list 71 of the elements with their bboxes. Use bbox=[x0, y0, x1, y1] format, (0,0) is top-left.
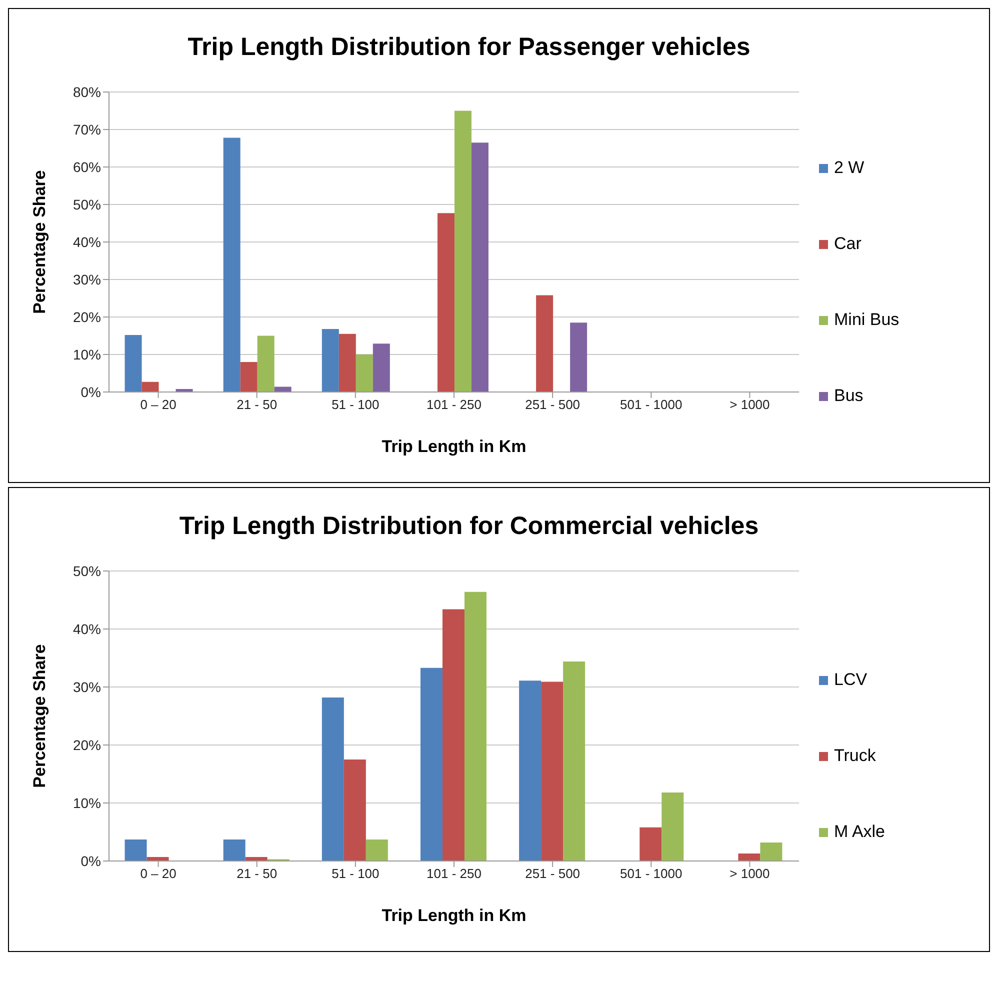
legend-label: Truck bbox=[834, 746, 876, 766]
bar bbox=[738, 853, 760, 861]
bar bbox=[344, 760, 366, 861]
bar bbox=[124, 335, 142, 392]
y-axis-title: Percentage Share bbox=[30, 644, 50, 788]
bar bbox=[536, 295, 554, 392]
x-tick-label: 21 - 50 bbox=[236, 397, 278, 412]
y-tick-label: 40% bbox=[72, 234, 101, 250]
y-tick-label: 0% bbox=[80, 384, 101, 400]
bar bbox=[366, 840, 388, 861]
bar bbox=[570, 322, 588, 392]
bar bbox=[471, 142, 488, 392]
bar bbox=[437, 213, 454, 392]
y-tick-label: 30% bbox=[72, 678, 101, 695]
y-tick-label: 40% bbox=[72, 620, 101, 637]
x-tick-label: 251 - 500 bbox=[525, 397, 580, 412]
x-axis-title: Trip Length in Km bbox=[382, 437, 526, 456]
bar bbox=[240, 362, 258, 392]
legend-label: Bus bbox=[834, 386, 864, 406]
x-tick-label: 251 - 500 bbox=[525, 866, 580, 882]
y-axis-title: Percentage Share bbox=[30, 170, 50, 314]
y-tick-label: 20% bbox=[72, 736, 101, 753]
y-tick-label: 50% bbox=[72, 562, 101, 579]
y-tick-label: 60% bbox=[72, 158, 101, 175]
bar bbox=[257, 336, 274, 392]
bar bbox=[223, 840, 246, 861]
bar bbox=[356, 354, 373, 392]
y-tick-label: 10% bbox=[72, 794, 101, 811]
legend-label: Mini Bus bbox=[834, 310, 900, 330]
bar bbox=[442, 609, 464, 861]
chart-title: Trip Length Distribution for Commercial vehicles bbox=[178, 512, 760, 541]
y-tick-label: 80% bbox=[72, 84, 101, 100]
x-axis-title: Trip Length in Km bbox=[382, 906, 526, 925]
bar bbox=[322, 697, 344, 861]
legend-label: LCV bbox=[834, 670, 868, 690]
x-tick-label: 0 – 20 bbox=[140, 866, 176, 882]
x-tick-label: > 1000 bbox=[730, 397, 770, 412]
x-tick-label: 101 - 250 bbox=[426, 866, 482, 882]
bar bbox=[519, 680, 542, 861]
bar bbox=[322, 329, 339, 392]
bar bbox=[223, 138, 240, 392]
x-tick-label: 51 - 100 bbox=[332, 397, 380, 412]
legend-label: M Axle bbox=[834, 822, 886, 842]
chart-title: Trip Length Distribution for Passenger vehicles bbox=[186, 33, 752, 62]
y-tick-label: 0% bbox=[80, 852, 101, 869]
x-tick-label: 501 - 1000 bbox=[620, 866, 682, 882]
bar bbox=[563, 661, 586, 861]
legend-label: 2 W bbox=[834, 158, 864, 178]
bar bbox=[454, 110, 472, 392]
bar bbox=[541, 682, 564, 861]
bar bbox=[338, 334, 356, 392]
bar bbox=[760, 842, 782, 861]
bar bbox=[142, 382, 159, 392]
legend-label: Car bbox=[834, 234, 862, 254]
x-tick-label: 21 - 50 bbox=[236, 866, 278, 882]
bar bbox=[372, 344, 390, 392]
bar bbox=[124, 840, 147, 861]
y-tick-label: 20% bbox=[72, 308, 101, 325]
bar bbox=[420, 668, 442, 861]
x-tick-label: 501 - 1000 bbox=[620, 397, 682, 412]
x-tick-label: 0 – 20 bbox=[140, 397, 176, 412]
y-tick-label: 50% bbox=[72, 196, 101, 212]
bar bbox=[464, 592, 486, 861]
y-tick-label: 30% bbox=[72, 271, 101, 288]
y-tick-label: 10% bbox=[72, 346, 101, 362]
y-tick-label: 70% bbox=[72, 121, 101, 138]
bar bbox=[662, 792, 684, 861]
x-tick-label: 101 - 250 bbox=[426, 397, 482, 412]
x-tick-label: > 1000 bbox=[730, 866, 770, 882]
x-tick-label: 51 - 100 bbox=[332, 866, 380, 882]
bar bbox=[640, 827, 662, 861]
